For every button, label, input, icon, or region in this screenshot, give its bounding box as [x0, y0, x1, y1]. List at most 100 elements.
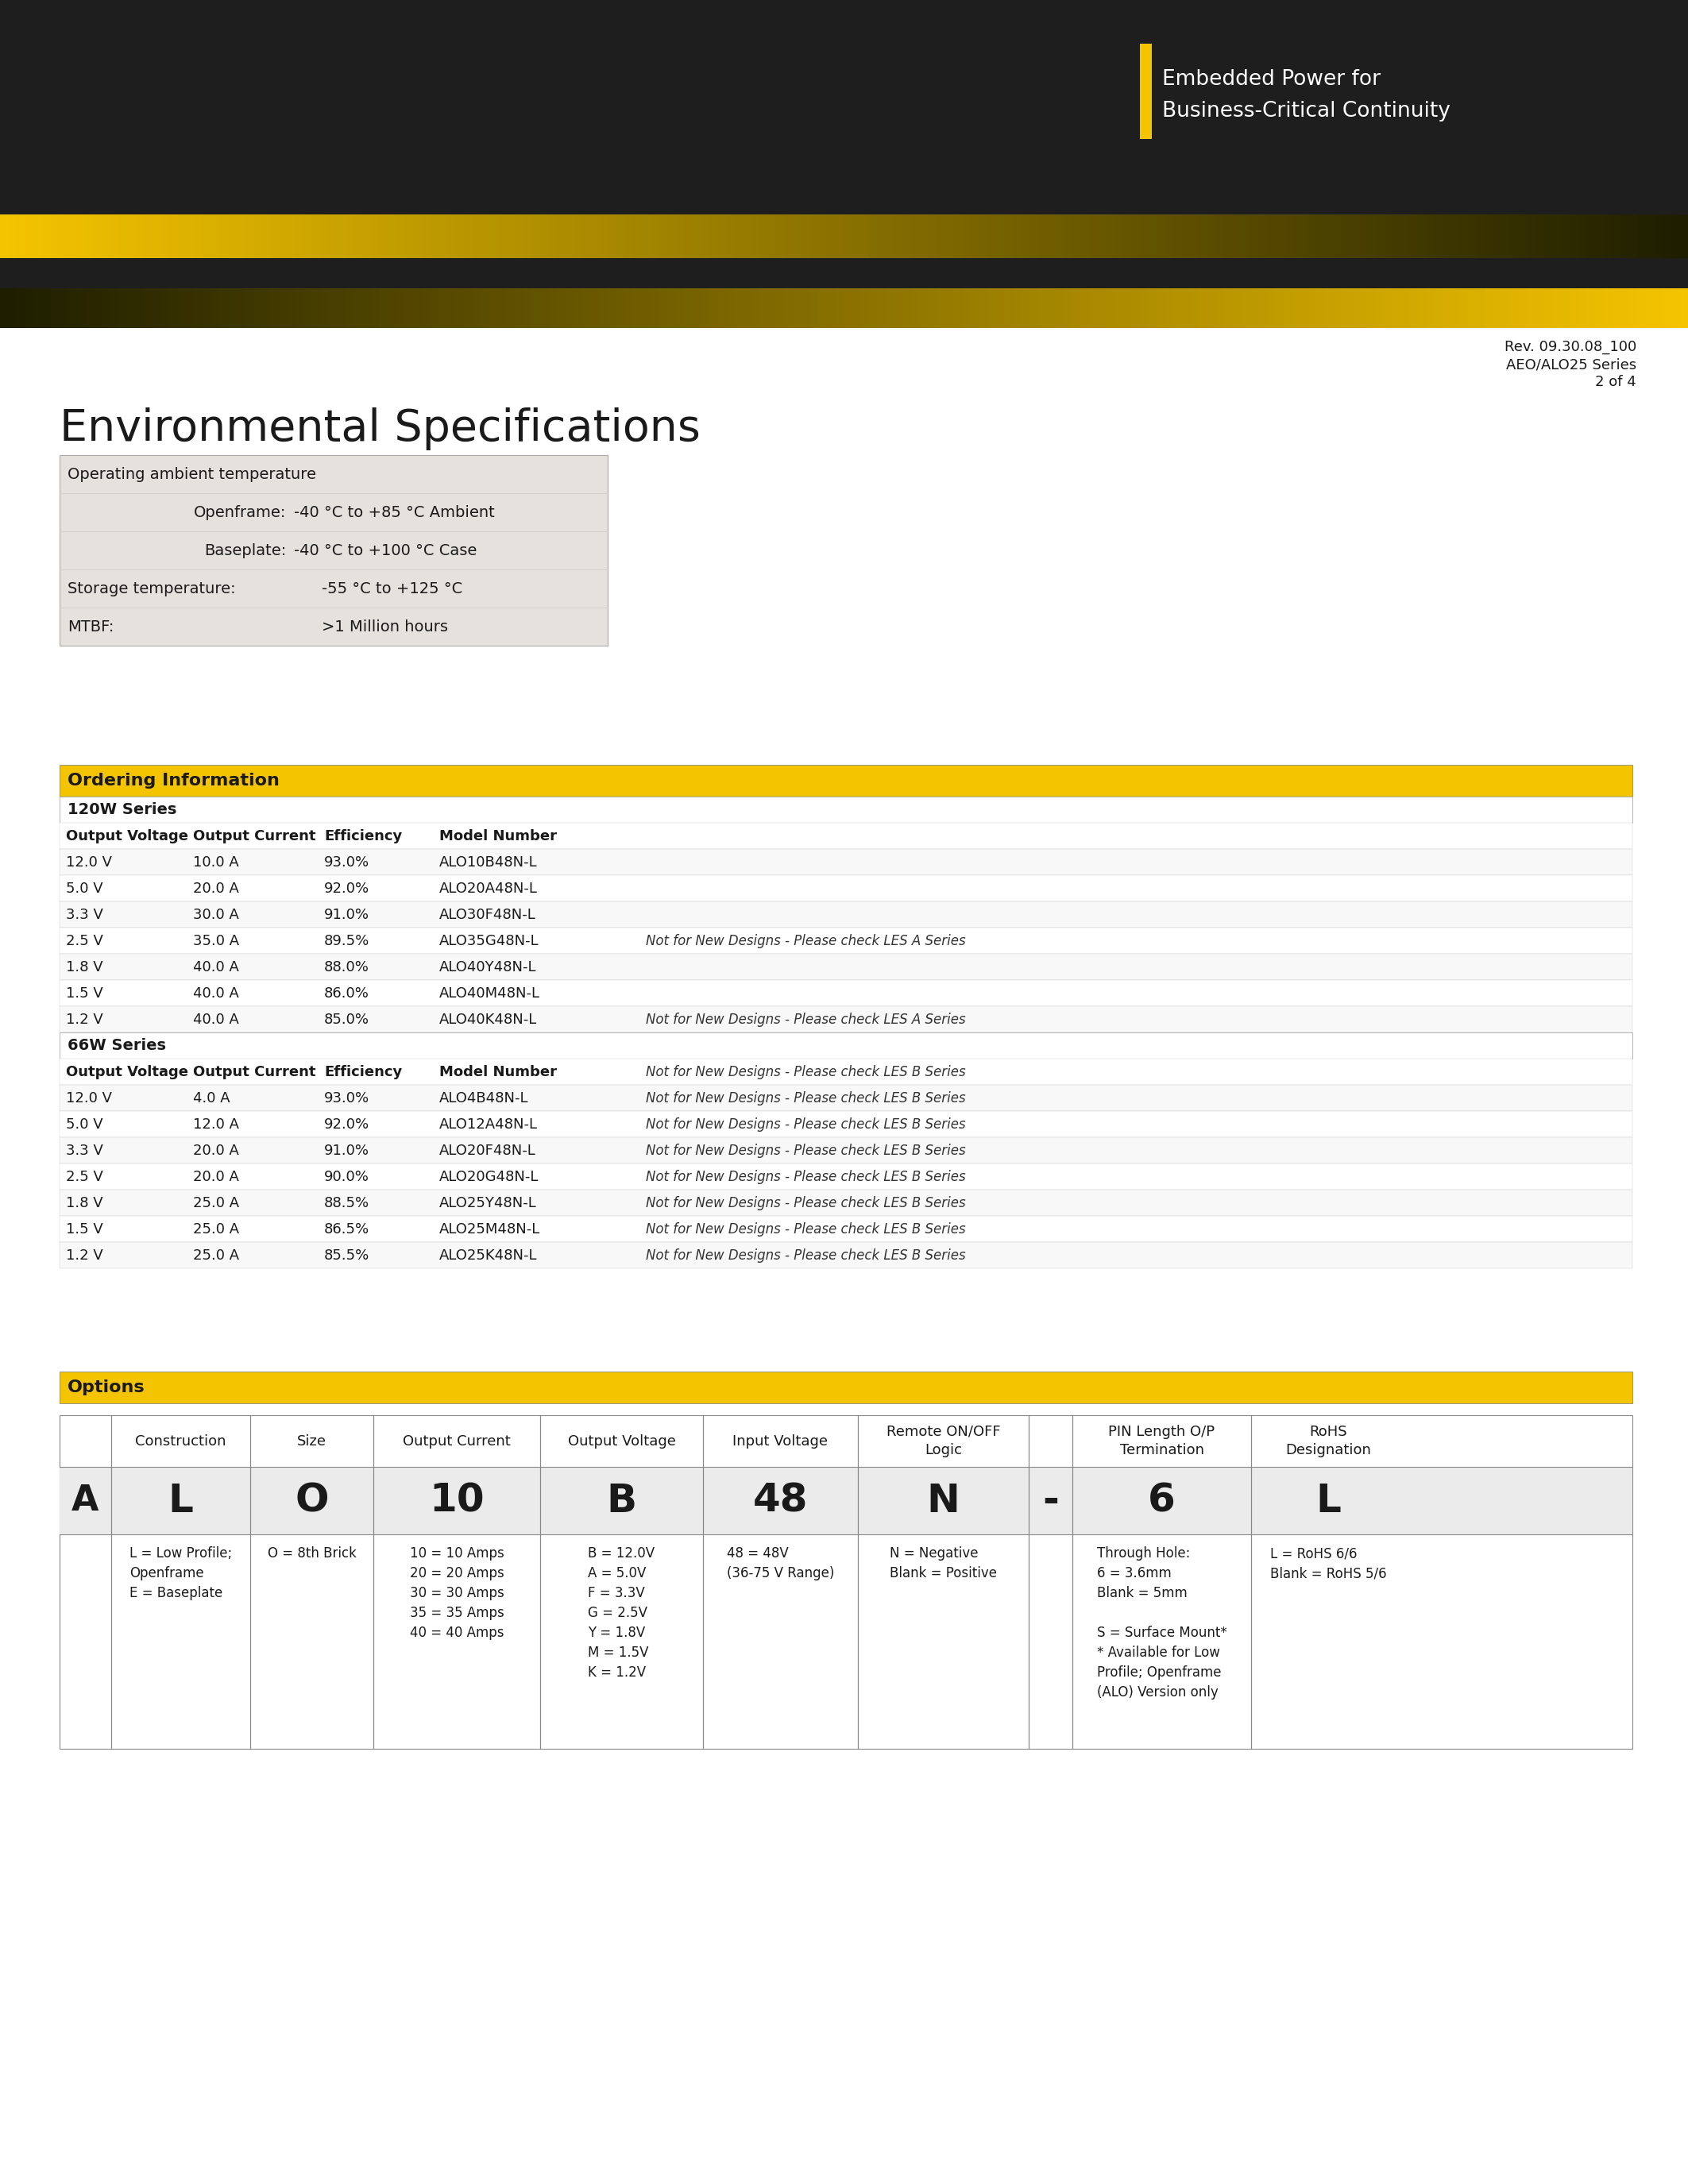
- Text: -40 °C to +100 °C Case: -40 °C to +100 °C Case: [294, 544, 478, 557]
- Text: Not for New Designs - Please check LES A Series: Not for New Designs - Please check LES A…: [647, 933, 966, 948]
- Bar: [59, 928, 1632, 954]
- Bar: [59, 954, 1632, 981]
- Text: 4.0 A: 4.0 A: [192, 1090, 230, 1105]
- Text: 91.0%: 91.0%: [324, 1142, 370, 1158]
- Text: B = 12.0V
A = 5.0V
F = 3.3V
G = 2.5V
Y = 1.8V
M = 1.5V
K = 1.2V: B = 12.0V A = 5.0V F = 3.3V G = 2.5V Y =…: [587, 1546, 655, 1679]
- Text: 89.5%: 89.5%: [324, 933, 370, 948]
- Text: 88.5%: 88.5%: [324, 1195, 370, 1210]
- Text: 92.0%: 92.0%: [324, 880, 370, 895]
- Bar: [59, 823, 1632, 850]
- Text: 1.2 V: 1.2 V: [66, 1247, 103, 1262]
- Text: 25.0 A: 25.0 A: [192, 1247, 240, 1262]
- Bar: [1139, 44, 1151, 140]
- Text: A: A: [71, 1483, 100, 1518]
- Text: 48: 48: [753, 1481, 809, 1520]
- Text: Output Current: Output Current: [192, 828, 316, 843]
- Bar: [59, 850, 1632, 876]
- Text: Not for New Designs - Please check LES B Series: Not for New Designs - Please check LES B…: [647, 1168, 966, 1184]
- Bar: [59, 1033, 1632, 1059]
- Text: Construction: Construction: [135, 1435, 226, 1448]
- Text: ALO20F48N-L: ALO20F48N-L: [439, 1142, 537, 1158]
- Bar: [59, 764, 1632, 797]
- Bar: [59, 1059, 1632, 1085]
- Text: L = Low Profile;
Openframe
E = Baseplate: L = Low Profile; Openframe E = Baseplate: [130, 1546, 231, 1601]
- Text: ALO20G48N-L: ALO20G48N-L: [439, 1168, 538, 1184]
- Text: Efficiency: Efficiency: [324, 828, 402, 843]
- Text: ALO25K48N-L: ALO25K48N-L: [439, 1247, 537, 1262]
- Text: ALO4B48N-L: ALO4B48N-L: [439, 1090, 528, 1105]
- Text: PIN Length O/P
Termination: PIN Length O/P Termination: [1109, 1424, 1215, 1457]
- Text: Storage temperature:: Storage temperature:: [68, 581, 236, 596]
- Text: 20.0 A: 20.0 A: [192, 1168, 240, 1184]
- Text: N: N: [927, 1481, 960, 1520]
- Text: L: L: [169, 1481, 194, 1520]
- Text: L = RoHS 6/6
Blank = RoHS 5/6: L = RoHS 6/6 Blank = RoHS 5/6: [1271, 1546, 1388, 1581]
- Bar: [59, 797, 1632, 823]
- Text: ALO35G48N-L: ALO35G48N-L: [439, 933, 538, 948]
- Text: Rev. 09.30.08_100: Rev. 09.30.08_100: [1504, 341, 1636, 354]
- Text: 92.0%: 92.0%: [324, 1116, 370, 1131]
- Text: Output Current: Output Current: [192, 1064, 316, 1079]
- Text: Efficiency: Efficiency: [324, 1064, 402, 1079]
- Text: 10: 10: [429, 1481, 484, 1520]
- Text: 5.0 V: 5.0 V: [66, 880, 103, 895]
- Text: B: B: [606, 1481, 636, 1520]
- Bar: [59, 1372, 1632, 1404]
- Text: ALO12A48N-L: ALO12A48N-L: [439, 1116, 538, 1131]
- Text: 25.0 A: 25.0 A: [192, 1195, 240, 1210]
- Text: 35.0 A: 35.0 A: [192, 933, 240, 948]
- Text: Input Voltage: Input Voltage: [733, 1435, 829, 1448]
- Bar: [59, 1164, 1632, 1190]
- Text: 6: 6: [1148, 1481, 1175, 1520]
- Text: 30.0 A: 30.0 A: [192, 906, 240, 922]
- Text: 12.0 A: 12.0 A: [192, 1116, 240, 1131]
- Text: Output Voltage: Output Voltage: [567, 1435, 675, 1448]
- Bar: [59, 454, 608, 646]
- Text: Output Voltage: Output Voltage: [66, 828, 189, 843]
- Text: Not for New Designs - Please check LES B Series: Not for New Designs - Please check LES B…: [647, 1221, 966, 1236]
- Text: 120W Series: 120W Series: [68, 802, 177, 817]
- Text: ALO40Y48N-L: ALO40Y48N-L: [439, 959, 537, 974]
- Text: 2.5 V: 2.5 V: [66, 1168, 103, 1184]
- Text: 93.0%: 93.0%: [324, 854, 370, 869]
- Text: RoHS
Designation: RoHS Designation: [1286, 1424, 1371, 1457]
- Text: 3.3 V: 3.3 V: [66, 1142, 103, 1158]
- Text: 3.3 V: 3.3 V: [66, 906, 103, 922]
- Text: 25.0 A: 25.0 A: [192, 1221, 240, 1236]
- Bar: [59, 1216, 1632, 1243]
- Text: 1.5 V: 1.5 V: [66, 985, 103, 1000]
- Text: 1.5 V: 1.5 V: [66, 1221, 103, 1236]
- Text: 86.0%: 86.0%: [324, 985, 370, 1000]
- Text: 12.0 V: 12.0 V: [66, 1090, 111, 1105]
- Text: 40.0 A: 40.0 A: [192, 959, 240, 974]
- Bar: [59, 1085, 1632, 1112]
- Text: Model Number: Model Number: [439, 828, 557, 843]
- Text: Not for New Designs - Please check LES B Series: Not for New Designs - Please check LES B…: [647, 1116, 966, 1131]
- Text: 40.0 A: 40.0 A: [192, 985, 240, 1000]
- Text: 85.5%: 85.5%: [324, 1247, 370, 1262]
- Bar: [59, 1415, 1632, 1749]
- Text: Not for New Designs - Please check LES A Series: Not for New Designs - Please check LES A…: [647, 1011, 966, 1026]
- Text: ALO30F48N-L: ALO30F48N-L: [439, 906, 537, 922]
- Bar: [59, 1138, 1632, 1164]
- Text: Environmental Specifications: Environmental Specifications: [59, 408, 701, 450]
- Text: L: L: [1317, 1481, 1342, 1520]
- Text: 20.0 A: 20.0 A: [192, 1142, 240, 1158]
- Bar: [59, 902, 1632, 928]
- Text: 1.8 V: 1.8 V: [66, 1195, 103, 1210]
- Text: ALO25M48N-L: ALO25M48N-L: [439, 1221, 540, 1236]
- Text: 10.0 A: 10.0 A: [192, 854, 240, 869]
- Text: 88.0%: 88.0%: [324, 959, 370, 974]
- Text: 90.0%: 90.0%: [324, 1168, 370, 1184]
- Text: 40.0 A: 40.0 A: [192, 1011, 240, 1026]
- Text: 91.0%: 91.0%: [324, 906, 370, 922]
- Text: 66W Series: 66W Series: [68, 1037, 165, 1053]
- Text: Not for New Designs - Please check LES B Series: Not for New Designs - Please check LES B…: [647, 1064, 966, 1079]
- Text: 20.0 A: 20.0 A: [192, 880, 240, 895]
- Text: Remote ON/OFF
Logic: Remote ON/OFF Logic: [886, 1424, 1001, 1457]
- Text: Output Current: Output Current: [403, 1435, 511, 1448]
- Bar: [59, 1468, 1632, 1535]
- Text: 12.0 V: 12.0 V: [66, 854, 111, 869]
- Text: ALO40M48N-L: ALO40M48N-L: [439, 985, 540, 1000]
- Text: 10 = 10 Amps
20 = 20 Amps
30 = 30 Amps
35 = 35 Amps
40 = 40 Amps: 10 = 10 Amps 20 = 20 Amps 30 = 30 Amps 3…: [410, 1546, 505, 1640]
